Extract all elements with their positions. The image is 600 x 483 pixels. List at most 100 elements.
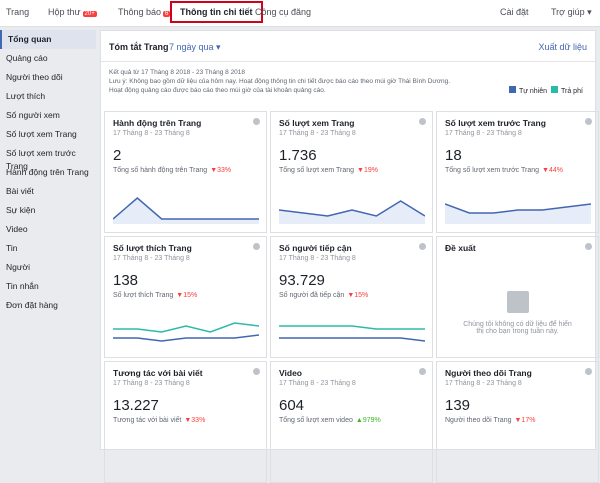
main-panel: Tóm tắt Trang 7 ngày qua ▾ Xuất dữ liệu … xyxy=(100,30,599,483)
card-label: Số lượt thích Trang ▼15% xyxy=(113,292,258,299)
sparkline-line xyxy=(445,203,591,214)
nav-item[interactable]: Hộp thư 20+ xyxy=(48,7,97,17)
sidebar: Tổng quan Quảng cáo Người theo dõi Lượt thí… xyxy=(0,30,96,315)
card-date: 17 Tháng 8 - 23 Tháng 8 xyxy=(279,130,356,137)
sparkline-line xyxy=(279,200,425,217)
sparkline xyxy=(279,200,425,224)
sidebar-item[interactable]: Tổng quan xyxy=(0,30,96,49)
sidebar-item[interactable]: Số lượt xem trước Trang xyxy=(6,148,76,171)
nav-item[interactable]: Thông báo 6 xyxy=(118,7,171,17)
legend-swatch xyxy=(551,86,558,93)
card-date: 17 Tháng 8 - 23 Tháng 8 xyxy=(279,255,356,262)
period-select[interactable]: 7 ngày qua ▾ xyxy=(169,42,221,52)
card-label: Tổng số hành động trên Trang ▼33% xyxy=(113,167,258,174)
info-icon xyxy=(253,118,260,125)
card-label: Số người đã tiếp cận ▼15% xyxy=(279,292,424,299)
sparkline-line xyxy=(279,325,425,330)
card-title: Người theo dõi Trang xyxy=(445,368,532,378)
metric-card: Người theo dõi Trang 17 Tháng 8 - 23 Thán… xyxy=(436,361,599,483)
card-title: Số lượt xem Trang xyxy=(279,118,355,128)
sidebar-item[interactable]: Lượt thích xyxy=(6,91,46,101)
card-label: Tổng số lượt xem video ▲979% xyxy=(279,417,424,424)
sidebar-item[interactable]: Số người xem xyxy=(6,110,60,120)
card-value: 13.227 xyxy=(113,397,159,414)
card-date: 17 Tháng 8 - 23 Tháng 8 xyxy=(445,380,522,387)
change-value: 17% xyxy=(521,417,536,424)
badge[interactable]: 20+ xyxy=(82,11,97,17)
nav-label[interactable]: Cài đặt xyxy=(500,7,529,17)
metric-card: Đề xuất Chúng tôi không có dữ liệu để hiể… xyxy=(436,236,599,358)
card-label-text: Tổng số hành động trên Trang xyxy=(113,167,208,174)
card-date: 17 Tháng 8 - 23 Tháng 8 xyxy=(113,130,190,137)
card-label-text: Tương tác với bài viết xyxy=(113,417,182,424)
card-label: Tổng số lượt xem Trang ▼19% xyxy=(279,167,424,174)
nav-label[interactable]: Hộp thư xyxy=(48,7,81,17)
card-change: ▼17% xyxy=(514,417,536,424)
sidebar-item[interactable]: Đơn đặt hàng xyxy=(6,300,58,310)
sidebar-item[interactable]: Người theo dõi xyxy=(6,72,63,82)
change-value: 19% xyxy=(363,167,378,174)
sidebar-item[interactable]: Sự kiện xyxy=(6,205,36,215)
nav-label[interactable]: Trợ giúp xyxy=(551,7,585,17)
change-value: 44% xyxy=(548,167,563,174)
sidebar-item[interactable]: Người xyxy=(6,262,31,272)
card-label-text: Số lượt thích Trang xyxy=(113,292,174,299)
summary-title: Tóm tắt Trang xyxy=(109,42,169,52)
sparkline-line xyxy=(113,322,259,333)
card-date: 17 Tháng 8 - 23 Tháng 8 xyxy=(113,380,190,387)
card-date: 17 Tháng 8 - 23 Tháng 8 xyxy=(445,130,522,137)
card-label-text: Tổng số lượt xem Trang xyxy=(279,167,355,174)
card-label: Tổng số lượt xem trước Trang ▼44% xyxy=(445,167,590,174)
period[interactable]: 7 ngày qua xyxy=(169,42,214,52)
info-icon xyxy=(585,118,592,125)
metric-card: Hành động trên Trang 17 Tháng 8 - 23 Thán… xyxy=(104,111,267,233)
sidebar-item[interactable]: Video xyxy=(6,224,28,234)
top-nav: Trang Hộp thư 20+ Thông báo 6 Thông tin chi t… xyxy=(0,0,600,27)
nav-label[interactable]: Công cụ đăng xyxy=(255,7,312,17)
sidebar-item[interactable]: Tin nhắn xyxy=(6,281,39,291)
sidebar-item[interactable]: Hành động trên Trang xyxy=(6,167,89,177)
sidebar-item[interactable]: Tin xyxy=(6,243,18,253)
card-title: Video xyxy=(279,368,302,378)
metric-card: Tương tác với bài viết 17 Tháng 8 - 23 Th… xyxy=(104,361,267,483)
card-date: 17 Tháng 8 - 23 Tháng 8 xyxy=(279,380,356,387)
notes: Kết quả từ 17 Tháng 8 2018 - 23 Tháng 8 … xyxy=(101,62,595,110)
note-line: Hoạt động quảng cáo được báo cáo theo mú… xyxy=(109,87,326,94)
card-change: ▼19% xyxy=(357,167,378,174)
nav-right[interactable]: Trợ giúp ▾ xyxy=(551,7,592,17)
change-value: 15% xyxy=(183,292,198,299)
card-change: ▼15% xyxy=(176,292,198,299)
sparkline xyxy=(113,322,259,342)
nav-item[interactable]: Công cụ đăng xyxy=(255,7,311,17)
info-icon xyxy=(419,368,426,375)
card-change: ▼15% xyxy=(347,292,369,299)
sidebar-item[interactable]: Quảng cáo xyxy=(6,53,48,63)
card-label-text: Người theo dõi Trang xyxy=(445,417,512,424)
info-icon xyxy=(419,118,426,125)
legend-label: Trả phí xyxy=(561,88,583,95)
export-link[interactable]: Xuất dữ liệu xyxy=(538,42,587,52)
nav-label[interactable]: Thông tin chi tiết xyxy=(180,7,253,17)
badge[interactable]: 6 xyxy=(163,11,171,17)
card-change: ▲979% xyxy=(355,417,381,424)
metric-card: Số lượt xem Trang 17 Tháng 8 - 23 Tháng 8… xyxy=(270,111,433,233)
card-value: 139 xyxy=(445,397,471,414)
nav-right[interactable]: Cài đặt xyxy=(500,7,529,17)
change-value: 979% xyxy=(362,417,381,424)
card-title: Hành động trên Trang xyxy=(113,118,202,128)
nav-item[interactable]: Thông tin chi tiết xyxy=(170,1,263,23)
legend-item: Tự nhiên xyxy=(509,86,547,96)
nav-label[interactable]: Thông báo xyxy=(118,7,162,17)
summary-header: Tóm tắt Trang 7 ngày qua ▾ Xuất dữ liệu xyxy=(101,31,595,62)
sidebar-item[interactable]: Bài viết xyxy=(6,186,34,196)
nav-label[interactable]: Trang xyxy=(6,7,30,17)
nav-item[interactable]: Trang xyxy=(6,7,29,17)
legend-label: Tự nhiên xyxy=(519,88,548,95)
sidebar-item[interactable]: Số lượt xem Trang xyxy=(6,129,77,139)
note-line: Lưu ý: Không bao gồm dữ liệu của hôm nay… xyxy=(109,78,451,85)
card-value: 93.729 xyxy=(279,272,325,289)
metric-card: Video 17 Tháng 8 - 23 Tháng 8 604 Tổng số l… xyxy=(270,361,433,483)
sparkline-area xyxy=(113,198,259,224)
card-label: Tương tác với bài viết ▼33% xyxy=(113,417,258,424)
info-icon xyxy=(419,243,426,250)
